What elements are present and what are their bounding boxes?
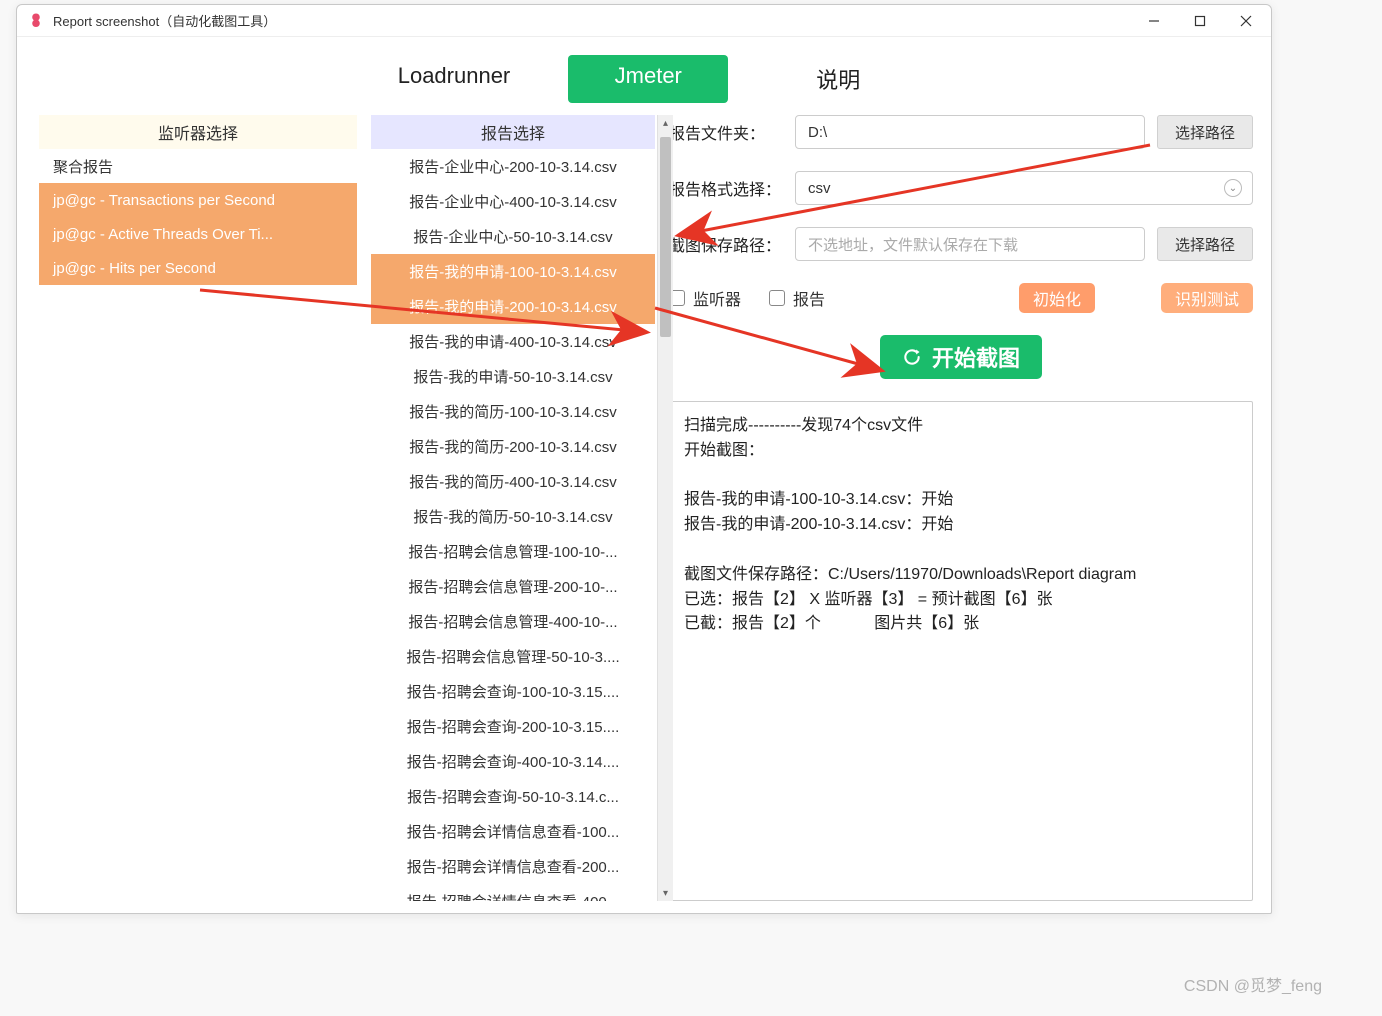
report-item[interactable]: 报告-招聘会详情信息查看-400... xyxy=(371,884,655,901)
label-format: 报告格式选择： xyxy=(669,176,795,200)
main-row: 监听器选择 聚合报告jp@gc - Transactions per Secon… xyxy=(17,115,1271,913)
input-save-path[interactable]: 不选地址，文件默认保存在下载 xyxy=(795,227,1145,261)
report-item[interactable]: 报告-企业中心-50-10-3.14.csv xyxy=(371,219,655,254)
start-screenshot-button[interactable]: 开始截图 xyxy=(880,335,1042,379)
report-item[interactable]: 报告-我的申请-200-10-3.14.csv xyxy=(371,289,655,324)
checkbox-listener[interactable]: 监听器 xyxy=(669,286,741,310)
label-save-path: 截图保存路径： xyxy=(669,232,795,256)
scroll-up-icon[interactable]: ▴ xyxy=(658,115,673,131)
window-content: Loadrunner Jmeter 说明 监听器选择 聚合报告jp@gc - T… xyxy=(17,37,1271,913)
listener-column: 监听器选择 聚合报告jp@gc - Transactions per Secon… xyxy=(39,115,357,901)
report-item[interactable]: 报告-企业中心-400-10-3.14.csv xyxy=(371,184,655,219)
row-save-path: 截图保存路径： 不选地址，文件默认保存在下载 选择路径 xyxy=(669,227,1253,261)
input-save-path-placeholder: 不选地址，文件默认保存在下载 xyxy=(808,234,1018,255)
select-format-value: csv xyxy=(808,180,831,197)
checkbox-box-icon xyxy=(769,290,785,306)
report-item[interactable]: 报告-招聘会信息管理-400-10-... xyxy=(371,604,655,639)
app-icon xyxy=(27,12,45,30)
row-report-folder: 报告文件夹： D:\ 选择路径 xyxy=(669,115,1253,149)
scroll-thumb[interactable] xyxy=(660,137,671,337)
settings-column: 报告文件夹： D:\ 选择路径 报告格式选择： csv ⌄ 截图保存路径： 不选… xyxy=(669,115,1253,901)
report-item[interactable]: 报告-招聘会详情信息查看-100... xyxy=(371,814,655,849)
browse-folder-button[interactable]: 选择路径 xyxy=(1157,115,1253,149)
listener-item[interactable]: jp@gc - Active Threads Over Ti... xyxy=(39,217,357,251)
browse-save-button[interactable]: 选择路径 xyxy=(1157,227,1253,261)
row-start: 开始截图 xyxy=(669,335,1253,379)
report-item[interactable]: 报告-企业中心-200-10-3.14.csv xyxy=(371,149,655,184)
report-item[interactable]: 报告-我的简历-100-10-3.14.csv xyxy=(371,394,655,429)
report-header: 报告选择 xyxy=(371,115,655,149)
report-item[interactable]: 报告-我的简历-50-10-3.14.csv xyxy=(371,499,655,534)
input-report-folder[interactable]: D:\ xyxy=(795,115,1145,149)
tab-jmeter[interactable]: Jmeter xyxy=(568,55,728,103)
init-button[interactable]: 初始化 xyxy=(1019,283,1095,313)
report-item[interactable]: 报告-招聘会信息管理-100-10-... xyxy=(371,534,655,569)
select-format[interactable]: csv ⌄ xyxy=(795,171,1253,205)
listener-header: 监听器选择 xyxy=(39,115,357,149)
report-item[interactable]: 报告-我的简历-200-10-3.14.csv xyxy=(371,429,655,464)
report-item[interactable]: 报告-我的申请-50-10-3.14.csv xyxy=(371,359,655,394)
input-report-folder-value: D:\ xyxy=(808,124,827,141)
app-window: Report screenshot（自动化截图工具） Loadrunner Jm… xyxy=(16,4,1272,914)
tab-loadrunner[interactable]: Loadrunner xyxy=(370,55,539,103)
report-item[interactable]: 报告-招聘会查询-400-10-3.14.... xyxy=(371,744,655,779)
scroll-down-icon[interactable]: ▾ xyxy=(658,885,673,901)
detect-button[interactable]: 识别测试 xyxy=(1161,283,1253,313)
titlebar[interactable]: Report screenshot（自动化截图工具） xyxy=(17,5,1271,37)
window-title: Report screenshot（自动化截图工具） xyxy=(53,11,276,30)
listener-item[interactable]: jp@gc - Transactions per Second xyxy=(39,183,357,217)
maximize-button[interactable] xyxy=(1177,5,1223,36)
start-button-label: 开始截图 xyxy=(932,341,1020,373)
refresh-icon xyxy=(902,347,922,367)
tab-bar: Loadrunner Jmeter 说明 xyxy=(17,37,1271,115)
row-checkboxes: 监听器 报告 初始化 识别测试 xyxy=(669,283,1253,313)
report-column: 报告选择 报告-企业中心-200-10-3.14.csv报告-企业中心-400-… xyxy=(371,115,655,901)
watermark: CSDN @觅梦_feng xyxy=(1184,972,1322,996)
report-item[interactable]: 报告-招聘会查询-50-10-3.14.c... xyxy=(371,779,655,814)
listener-item[interactable]: jp@gc - Hits per Second xyxy=(39,251,357,285)
report-item[interactable]: 报告-我的简历-400-10-3.14.csv xyxy=(371,464,655,499)
checkbox-report[interactable]: 报告 xyxy=(769,286,825,310)
report-item[interactable]: 报告-招聘会查询-100-10-3.15.... xyxy=(371,674,655,709)
minimize-button[interactable] xyxy=(1131,5,1177,36)
report-scrollbar[interactable]: ▴ ▾ xyxy=(657,115,673,901)
chevron-down-icon: ⌄ xyxy=(1224,179,1242,197)
report-item[interactable]: 报告-招聘会信息管理-50-10-3.... xyxy=(371,639,655,674)
close-button[interactable] xyxy=(1223,5,1269,36)
report-item[interactable]: 报告-招聘会信息管理-200-10-... xyxy=(371,569,655,604)
report-list[interactable]: 报告-企业中心-200-10-3.14.csv报告-企业中心-400-10-3.… xyxy=(371,149,655,901)
window-controls xyxy=(1131,5,1269,36)
report-item[interactable]: 报告-我的申请-100-10-3.14.csv xyxy=(371,254,655,289)
report-item[interactable]: 报告-招聘会查询-200-10-3.15.... xyxy=(371,709,655,744)
checkbox-report-label: 报告 xyxy=(793,286,825,310)
listener-list[interactable]: 聚合报告jp@gc - Transactions per Secondjp@gc… xyxy=(39,149,357,901)
listener-item[interactable]: 聚合报告 xyxy=(39,149,357,183)
report-item[interactable]: 报告-我的申请-400-10-3.14.csv xyxy=(371,324,655,359)
tab-help[interactable]: 说明 xyxy=(758,55,918,103)
row-format: 报告格式选择： csv ⌄ xyxy=(669,171,1253,205)
checkbox-listener-label: 监听器 xyxy=(693,286,741,310)
label-report-folder: 报告文件夹： xyxy=(669,120,795,144)
log-output[interactable]: 扫描完成----------发现74个csv文件 开始截图： 报告-我的申请-1… xyxy=(669,401,1253,901)
report-item[interactable]: 报告-招聘会详情信息查看-200... xyxy=(371,849,655,884)
